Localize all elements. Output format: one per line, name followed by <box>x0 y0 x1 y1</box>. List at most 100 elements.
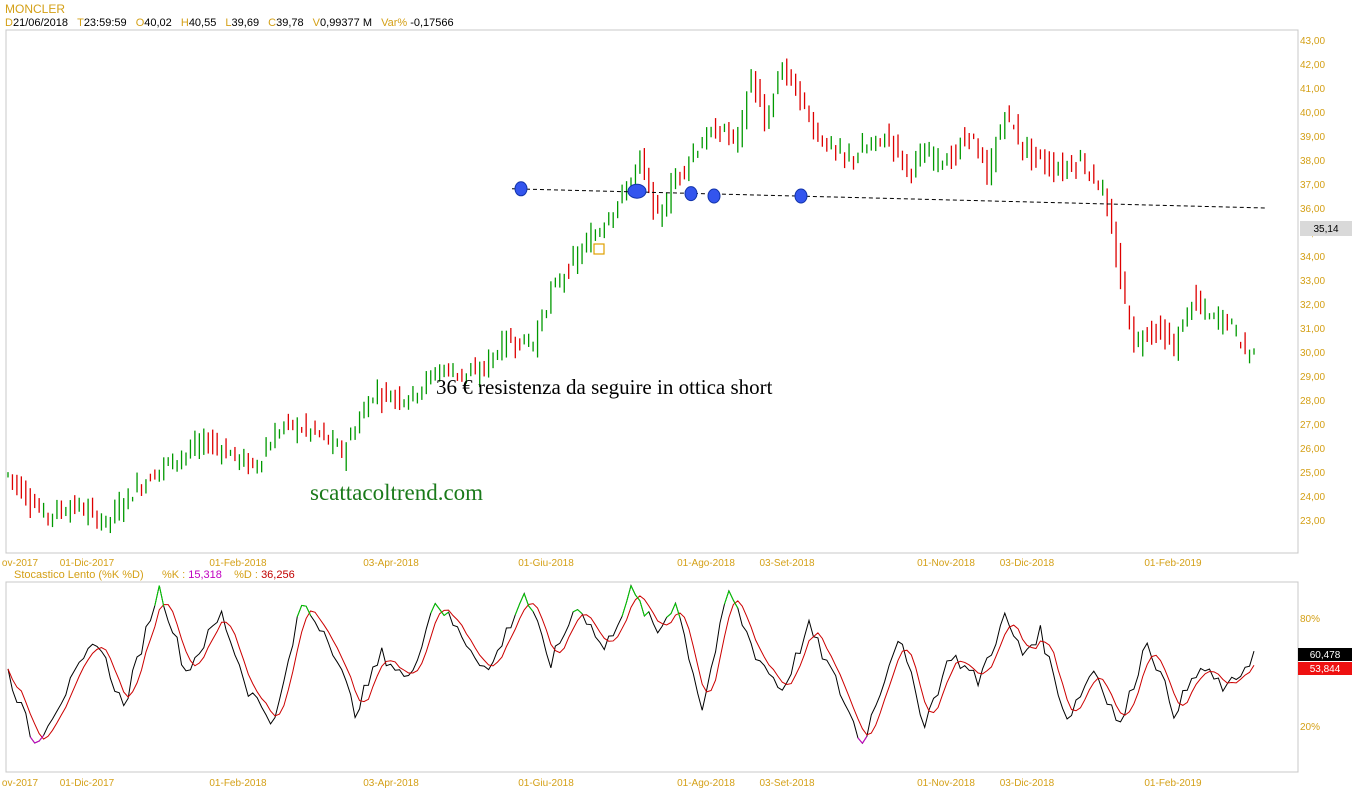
stochastic-extreme-segment <box>296 605 303 617</box>
price-tick-label: 40,00 <box>1300 108 1325 119</box>
price-tick-label: 23,00 <box>1300 516 1325 527</box>
stochastic-extreme-segment <box>29 736 36 744</box>
low-value: 39,69 <box>231 17 260 29</box>
price-panel[interactable]: 23,00 24,00 25,00 26,00 27,00 28,00 29,00 30,00… <box>5 29 1352 554</box>
stochastic-extreme-segment <box>34 740 40 744</box>
stochastic-extreme-segment <box>305 605 312 616</box>
stochastic-x-tick-label: 01-Dic-2017 <box>60 778 115 789</box>
price-x-tick-label: 01-Giu-2018 <box>518 558 574 569</box>
price-tick-label: 29,00 <box>1300 372 1325 383</box>
ohlc-info-bar: D21/06/2018 T23:59:59 O40,02 H40,55 L39,… <box>5 17 454 29</box>
stochastic-extreme-segment <box>154 585 160 606</box>
stochastic-k-badge <box>1298 648 1352 661</box>
support-marker <box>627 183 647 199</box>
stochastic-extreme-segment <box>572 609 578 613</box>
price-tick-label: 30,00 <box>1300 348 1325 359</box>
high-label: H <box>180 17 189 29</box>
stochastic-panel[interactable]: 20% 80% 60,478 53,844 <box>5 581 1352 773</box>
stochastic-x-tick-label: 01-Giu-2018 <box>518 778 574 789</box>
price-tick-label: 42,00 <box>1300 60 1325 71</box>
price-tick-label: 26,00 <box>1300 444 1325 455</box>
stochastic-extreme-segments <box>29 585 868 744</box>
stochastic-extreme-segment <box>514 603 521 615</box>
stochastic-extreme-segment <box>728 590 734 601</box>
volume-value: 0,99377 M <box>320 17 372 29</box>
price-x-tick-label: 01-Feb-2018 <box>209 558 267 569</box>
stochastic-extreme-segment <box>639 600 645 617</box>
stochastic-title: Stocastico Lento (%K %D) <box>14 569 144 581</box>
resistance-annotation: 36 € resistenza da seguire in ottica sho… <box>436 375 773 399</box>
low-label: L <box>225 17 232 29</box>
support-marker <box>514 181 528 197</box>
stochastic-extreme-segment <box>523 593 530 607</box>
resistance-line <box>511 188 1267 209</box>
stochastic-k-label: %K : <box>161 569 186 581</box>
price-x-tick-label: 03-Dic-2018 <box>1000 558 1055 569</box>
var-value: -0,17566 <box>410 17 454 29</box>
stochastic-extreme-segment <box>443 611 449 616</box>
stochastic-extreme-segment <box>635 594 641 602</box>
time-label: T <box>77 17 84 29</box>
stochastic-extreme-segment <box>301 604 307 607</box>
stochastic-extreme-segment <box>528 605 534 612</box>
stochastic-extreme-segment <box>675 603 681 618</box>
stochastic-extreme-segment <box>644 611 650 617</box>
open-label: O <box>135 17 145 29</box>
stochastic-tick-label: 80% <box>1300 614 1320 625</box>
square-marker <box>593 243 605 255</box>
stochastic-tick-label: 20% <box>1300 722 1320 733</box>
stochastic-d-label: %D : <box>234 569 258 581</box>
price-tick-label: 25,00 <box>1300 468 1325 479</box>
price-tick-label: 34,00 <box>1300 252 1325 263</box>
stochastic-d-badge <box>1298 662 1352 675</box>
price-tick-label: 28,00 <box>1300 396 1325 407</box>
date-label: D <box>5 17 13 29</box>
stochastic-extreme-segment <box>861 736 868 744</box>
stochastic-extreme-segment <box>630 585 636 596</box>
stochastic-x-tick-label: 01-Feb-2019 <box>1144 778 1202 789</box>
stochastic-x-tick-label: 01-Ago-2018 <box>677 778 735 789</box>
date-value: 21/06/2018 <box>12 17 69 29</box>
stochastic-x-axis: ov-2017 01-Dic-2017 01-Feb-2018 03-Apr-2018… <box>2 778 1202 789</box>
price-x-tick-label: 01-Dic-2017 <box>60 558 115 569</box>
price-tick-label: 36,00 <box>1300 204 1325 215</box>
stochastic-d-badge-text: 53,844 <box>1310 664 1341 675</box>
price-x-tick-label: ov-2017 <box>2 558 39 569</box>
price-x-tick-label: 01-Nov-2018 <box>917 558 975 569</box>
stochastic-extreme-segment <box>626 585 632 603</box>
last-price-badge-text: 35,14 <box>1313 224 1338 235</box>
price-tick-label: 41,00 <box>1300 84 1325 95</box>
stochastic-extreme-segment <box>723 590 730 605</box>
open-value: 40,02 <box>144 17 172 29</box>
last-price-badge <box>1300 221 1352 236</box>
watermark-text: scattacoltrend.com <box>310 480 483 505</box>
stochastic-x-tick-label: 01-Nov-2018 <box>917 778 975 789</box>
stochastic-d-line <box>7 595 1255 740</box>
stochastic-x-tick-label: 01-Feb-2018 <box>209 778 267 789</box>
stochastic-x-tick-label: 03-Apr-2018 <box>363 778 419 789</box>
price-tick-label: 39,00 <box>1300 132 1325 143</box>
price-panel-frame <box>5 29 1299 554</box>
stochastic-extreme-segment <box>439 609 445 616</box>
stochastic-k-line <box>7 584 1255 745</box>
price-x-tick-label: 03-Apr-2018 <box>363 558 419 569</box>
stochastic-legend: Stocastico Lento (%K %D) %K : 15,318 %D … <box>14 569 295 581</box>
stochastic-x-tick-label: 03-Dic-2018 <box>1000 778 1055 789</box>
support-marker <box>707 188 721 204</box>
candlestick-series <box>7 58 1255 534</box>
support-marker <box>684 186 698 202</box>
price-x-tick-label: 01-Ago-2018 <box>677 558 735 569</box>
price-tick-label: 24,00 <box>1300 492 1325 503</box>
stochastic-extreme-segment <box>621 601 628 617</box>
var-label: Var% <box>381 17 408 29</box>
stochastic-k-value: 15,318 <box>188 569 222 581</box>
high-value: 40,55 <box>188 17 217 29</box>
price-tick-label: 37,00 <box>1300 180 1325 191</box>
stochastic-x-tick-label: ov-2017 <box>2 778 39 789</box>
stochastic-extreme-segment <box>434 603 441 610</box>
close-value: 39,78 <box>276 17 304 29</box>
stochastic-extreme-segment <box>430 603 436 614</box>
price-tick-label: 38,00 <box>1300 156 1325 167</box>
price-x-tick-label: 01-Feb-2019 <box>1144 558 1202 569</box>
